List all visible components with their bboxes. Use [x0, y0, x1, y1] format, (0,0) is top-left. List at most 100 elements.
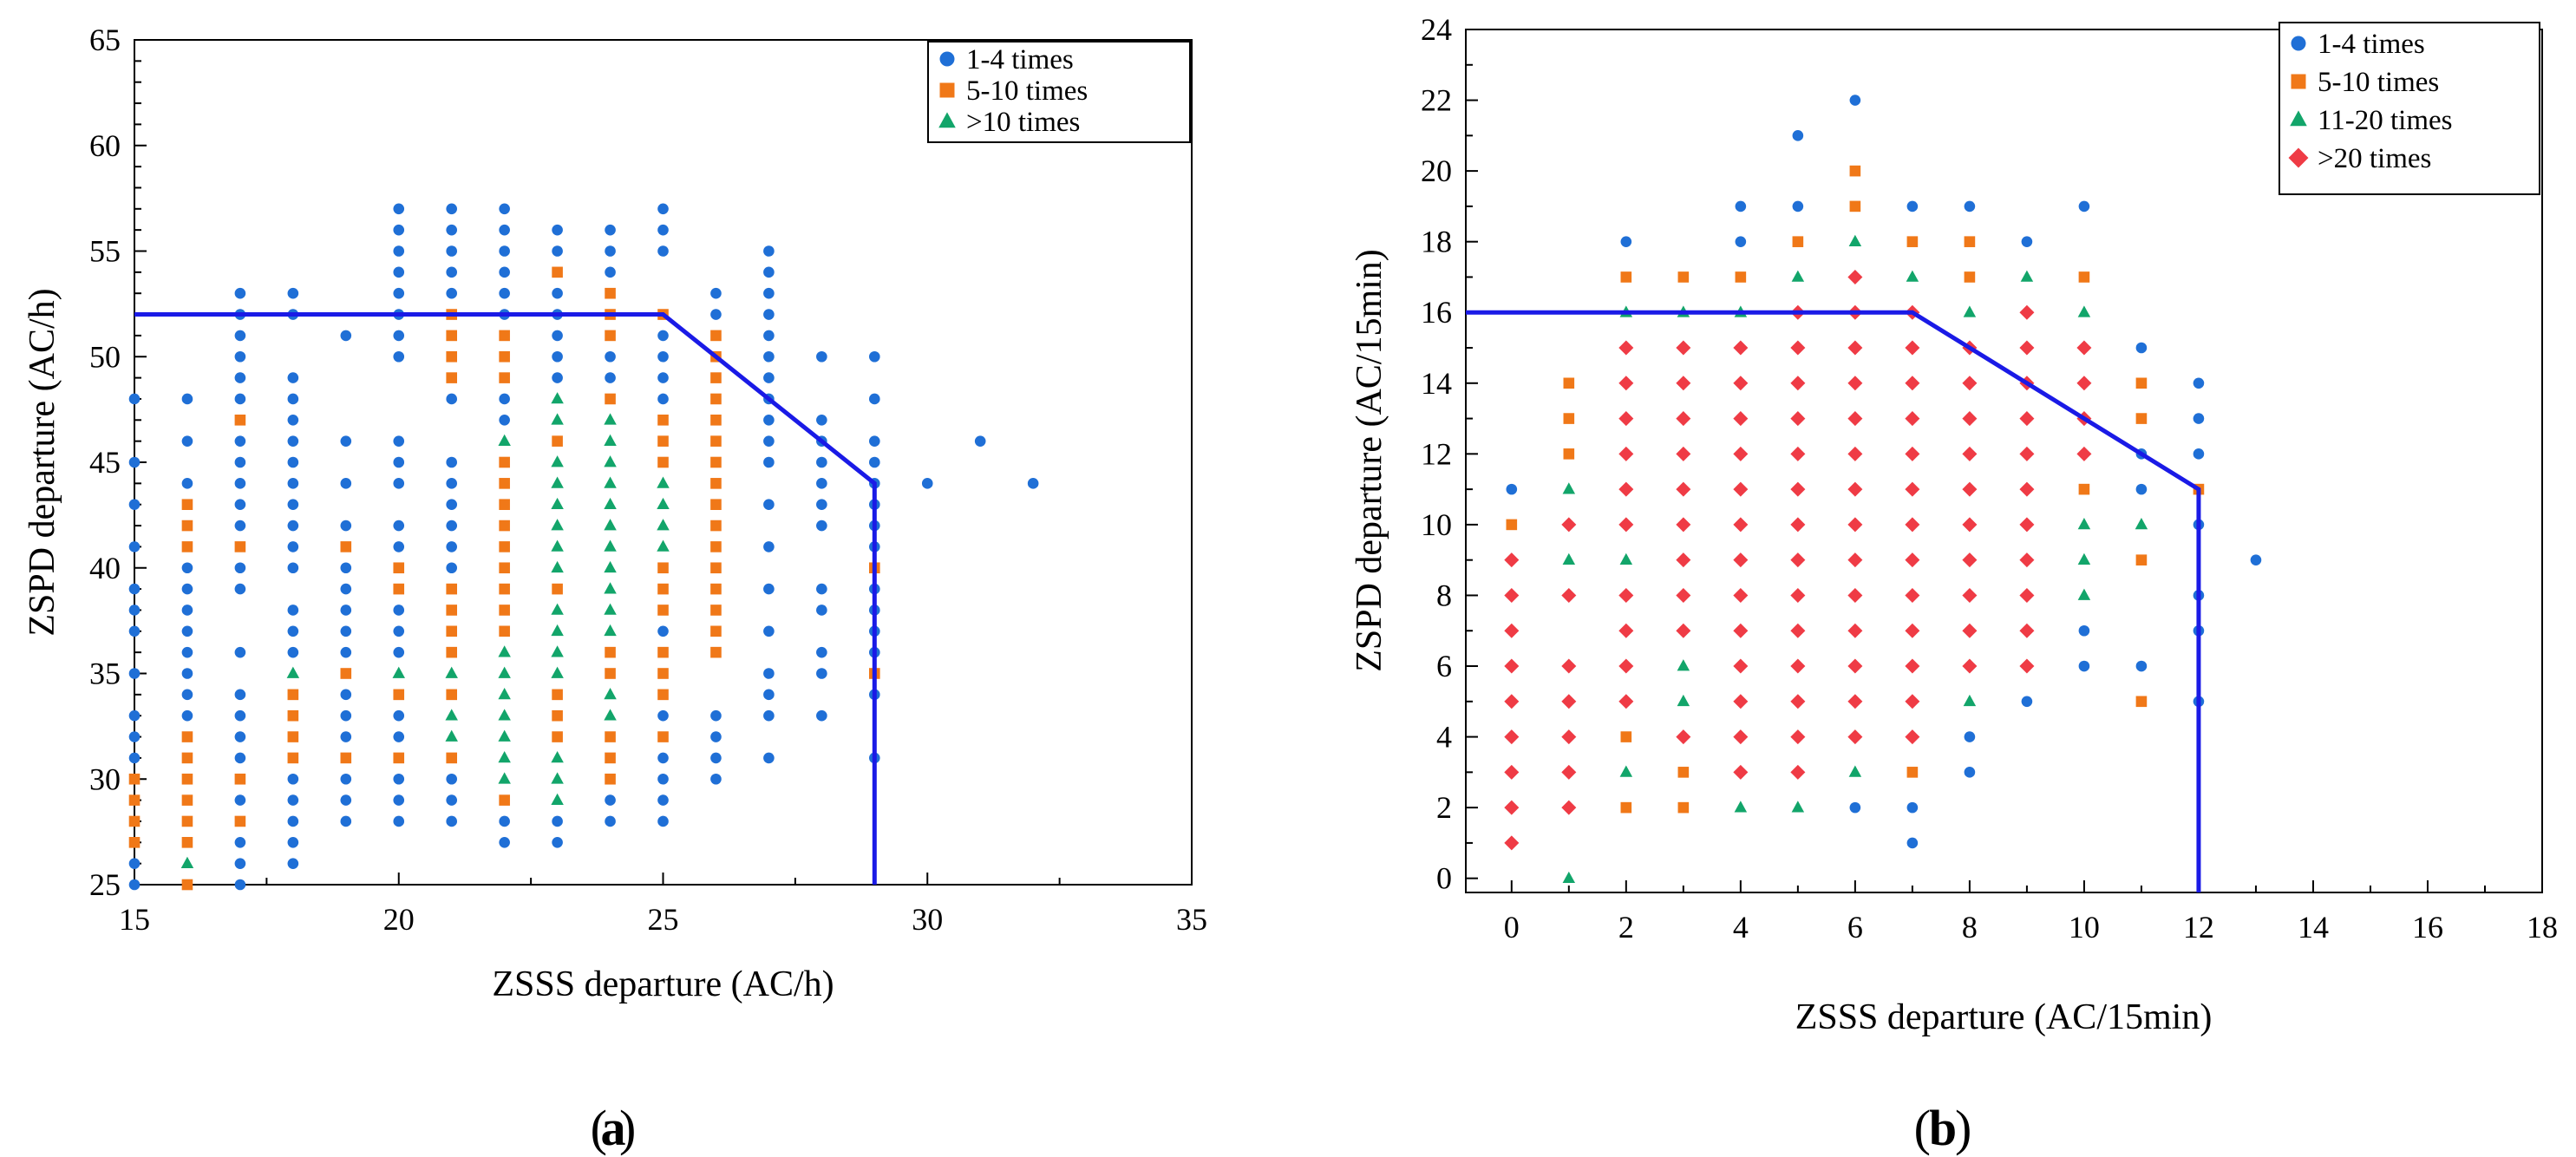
data-point-blue-circle	[816, 350, 827, 363]
data-point-orange-square	[710, 456, 722, 468]
data-point-red-diamond	[1504, 764, 1520, 780]
data-point-red-diamond	[1847, 552, 1863, 568]
data-point-red-diamond	[1790, 481, 1806, 497]
data-point-blue-circle	[181, 668, 193, 679]
data-point-green-triangle	[551, 476, 564, 488]
data-point-orange-square	[1849, 200, 1861, 212]
data-point-blue-circle	[1735, 236, 1747, 247]
data-point-red-diamond	[1790, 729, 1806, 745]
data-point-blue-circle	[605, 224, 616, 236]
data-point-blue-circle	[393, 203, 405, 215]
y-tick-label: 8	[1436, 578, 1452, 612]
data-point-orange-square	[1563, 413, 1575, 424]
data-point-blue-circle	[128, 456, 141, 468]
data-point-blue-circle	[234, 330, 246, 342]
data-point-orange-square	[1735, 271, 1747, 283]
data-point-blue-circle	[128, 393, 141, 405]
data-point-blue-circle	[2135, 660, 2148, 672]
data-point-blue-circle	[393, 646, 405, 658]
legend-box	[2279, 22, 2540, 195]
data-point-green-triangle	[604, 603, 617, 615]
panel-a-chart: 15 20 25 30 35 25 30 35 40 45 50 55 60 65 1-4 times5-…	[23, 23, 1207, 1156]
data-point-blue-circle	[393, 266, 405, 278]
data-point-blue-circle	[2078, 200, 2090, 212]
data-point-blue-circle	[2021, 236, 2033, 247]
data-point-blue-circle	[1906, 200, 1919, 212]
legend-label: 1-4 times	[966, 44, 1074, 75]
data-point-blue-circle	[763, 752, 775, 764]
data-point-red-diamond	[1733, 481, 1749, 497]
data-point-red-diamond	[2019, 587, 2035, 603]
data-point-red-diamond	[1962, 376, 1978, 391]
data-point-blue-circle	[657, 752, 669, 764]
legend-label: 5-10 times	[2318, 67, 2439, 98]
data-point-green-triangle	[604, 624, 617, 637]
data-point-orange-square	[128, 815, 141, 827]
data-point-red-diamond	[1561, 587, 1577, 603]
data-point-blue-circle	[287, 435, 299, 447]
data-point-orange-square	[552, 583, 563, 595]
data-point-blue-circle	[499, 245, 510, 257]
data-point-red-diamond	[1504, 658, 1520, 674]
data-point-blue-circle	[657, 625, 669, 637]
y-tick-label: 20	[1421, 154, 1452, 188]
x-tick-label: 10	[2069, 910, 2100, 945]
data-point-orange-square	[181, 731, 193, 742]
data-point-orange-square	[181, 815, 193, 827]
data-point-blue-circle	[287, 605, 299, 616]
data-point-blue-circle	[816, 499, 827, 510]
data-point-blue-circle	[552, 224, 563, 236]
data-point-blue-circle	[763, 266, 775, 278]
data-point-green-triangle	[551, 560, 564, 573]
data-point-blue-circle	[2193, 377, 2205, 389]
data-point-blue-circle	[128, 583, 141, 595]
data-point-orange-square	[605, 668, 616, 679]
data-point-red-diamond	[1847, 340, 1863, 356]
data-point-blue-circle	[234, 499, 246, 510]
data-point-orange-square	[657, 435, 669, 447]
data-point-red-diamond	[1733, 411, 1749, 427]
data-point-orange-square	[1563, 377, 1575, 389]
data-point-red-diamond	[1847, 658, 1863, 674]
data-point-green-triangle	[551, 519, 564, 531]
data-point-green-triangle	[551, 793, 564, 805]
data-point-red-diamond	[1733, 376, 1749, 391]
data-point-red-diamond	[1733, 552, 1749, 568]
data-point-red-diamond	[1905, 587, 1920, 603]
data-point-blue-circle	[657, 330, 669, 342]
data-point-blue-circle	[763, 245, 775, 257]
data-point-blue-circle	[605, 815, 616, 827]
data-point-blue-circle	[816, 478, 827, 489]
data-point-blue-circle	[605, 372, 616, 383]
data-point-blue-circle	[2078, 660, 2090, 672]
data-point-blue-circle	[710, 752, 722, 764]
data-point-blue-circle	[446, 773, 457, 785]
data-point-blue-circle	[287, 541, 299, 552]
data-point-green-triangle	[604, 476, 617, 488]
data-point-green-triangle	[2135, 518, 2148, 530]
data-point-orange-square	[605, 752, 616, 764]
svg-text:): )	[1955, 1100, 1971, 1156]
panel-a-envelope	[134, 312, 877, 885]
data-point-blue-circle	[446, 794, 457, 806]
legend-box	[927, 41, 1191, 143]
data-point-blue-circle	[234, 752, 246, 764]
data-point-orange-square	[1620, 731, 1632, 742]
data-point-orange-square	[446, 605, 457, 616]
data-point-blue-circle	[234, 646, 246, 658]
data-point-orange-square	[393, 752, 405, 764]
data-point-blue-circle	[710, 309, 722, 320]
data-point-blue-circle	[128, 541, 141, 552]
data-point-blue-circle	[340, 330, 352, 342]
x-tick-label: 2	[1618, 910, 1634, 945]
data-point-red-diamond	[1905, 340, 1920, 356]
data-point-blue-circle	[763, 709, 775, 722]
data-point-red-diamond	[1733, 623, 1749, 638]
data-point-blue-circle	[128, 731, 141, 742]
data-point-blue-circle	[816, 668, 827, 679]
data-point-blue-circle	[128, 858, 141, 869]
data-point-blue-circle	[763, 309, 775, 320]
data-point-red-diamond	[1618, 481, 1634, 497]
data-point-orange-square	[446, 689, 457, 701]
